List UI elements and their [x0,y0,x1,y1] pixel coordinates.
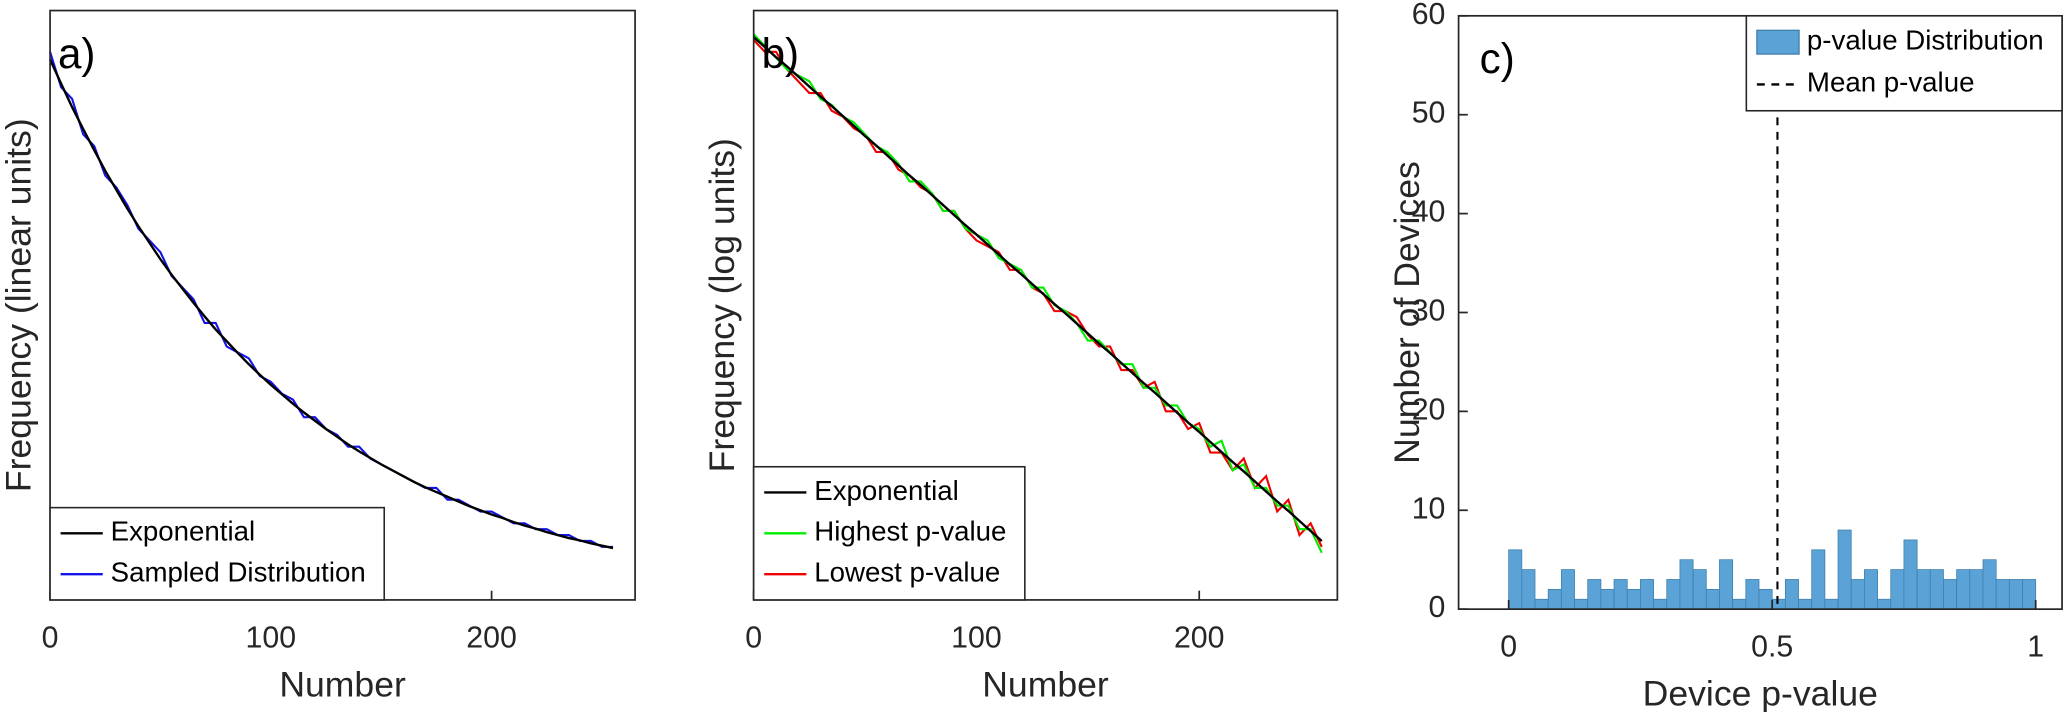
histogram-bar [1877,598,1892,610]
histogram-bar [1653,598,1668,610]
histogram-bar [1521,569,1536,610]
histogram-bar [1613,579,1628,610]
x-axis-label: Device p-value [1643,674,1878,712]
x-tick-label: 0 [745,621,762,654]
x-tick-label: 100 [951,621,1002,654]
y-tick-label: 40 [1412,196,1446,229]
histogram-bar [1916,569,1931,610]
plot-area [48,51,614,550]
histogram-bar [1771,598,1786,610]
y-axis-label: Number of Devices [1387,161,1427,464]
y-tick-label: 10 [1412,492,1446,525]
histogram-bar [1508,549,1523,610]
x-tick-label: 200 [466,621,517,654]
x-axis-label: Number [982,664,1109,704]
histogram-bar [1943,579,1958,610]
histogram-bar [1679,559,1694,610]
legend-label: Highest p-value [814,516,1006,547]
histogram-bar [1758,588,1773,610]
histogram-bar [1534,598,1549,610]
series-line [752,36,1323,542]
histogram-bar [1547,588,1562,610]
histogram-bar [1850,579,1865,610]
histogram-bar [1811,549,1826,610]
panel-label: b) [762,30,799,77]
histogram-bar [2022,579,2037,610]
x-tick-label: 100 [246,621,297,654]
x-tick-label: 0 [42,621,59,654]
legend: p-value Distribution Mean p-value [1745,15,2063,112]
histogram-bar [2008,579,2023,610]
y-tick-label: 50 [1412,97,1446,130]
histogram-bar [1798,598,1813,610]
histogram-bar [1864,569,1878,610]
panel-label: a) [58,30,95,77]
plot-area [1508,15,2037,610]
panel: 0 100 200 Number Frequency (log units) b) Expo… [702,9,1339,704]
x-axis-label: Number [279,664,406,704]
histogram-bar [1824,598,1839,610]
histogram-bar [1837,529,1852,610]
x-tick-label: 0 [1500,631,1517,664]
histogram-bar [1956,569,1971,610]
histogram-bar [1929,569,1944,610]
x-tick-label: 1 [2027,631,2044,664]
histogram-bar [1745,579,1760,610]
histogram-bar [1560,569,1575,610]
histogram-bar [1600,588,1615,610]
histogram-bar [1574,598,1589,610]
legend-label: Lowest p-value [814,557,1000,588]
y-tick-label: 20 [1412,393,1446,426]
histogram-bar [1626,588,1641,610]
histogram-bar [1995,579,2010,610]
y-axis-label: Frequency (linear units) [0,118,38,492]
x-tick-label: 200 [1174,621,1225,654]
plot-area [752,33,1323,554]
y-tick-label: 30 [1412,294,1446,327]
legend-label: Exponential [111,516,255,547]
histogram-bar [1969,569,1984,610]
histogram-bar [1732,598,1747,610]
x-tick-label: 0.5 [1751,631,1793,664]
plot-frame [752,9,1339,601]
histogram-bar [1705,588,1720,610]
histogram-bar [1666,579,1681,610]
y-tick-label: 0 [1429,591,1446,624]
histogram-bar [1903,539,1918,610]
y-tick-label: 60 [1412,0,1446,31]
legend-label: Mean p-value [1807,67,1975,98]
legend-box [49,506,386,601]
histogram-bar [1784,579,1799,610]
legend-label: Sampled Distribution [111,557,366,588]
panel: 0 100 200 Number Frequency (linear units) a) E… [0,9,636,704]
series-line [48,58,614,550]
legend-label: p-value Distribution [1807,24,2044,55]
legend-box [752,465,1026,601]
histogram-bar [1587,579,1602,610]
legend: Exponential Highest p-value Lowest p-value [752,465,1026,601]
histogram-bar [1890,569,1905,610]
legend-swatch [1756,29,1800,55]
series-line [49,51,614,548]
y-axis-label: Frequency (log units) [702,138,742,472]
histogram-bar [1982,559,1997,610]
panel-label: c) [1480,35,1515,82]
legend-label: Exponential [814,475,958,506]
histogram-bar [1719,559,1734,610]
histogram-bar [1692,569,1707,610]
legend: Exponential Sampled Distribution [49,506,386,601]
histogram-bar [1640,579,1654,610]
